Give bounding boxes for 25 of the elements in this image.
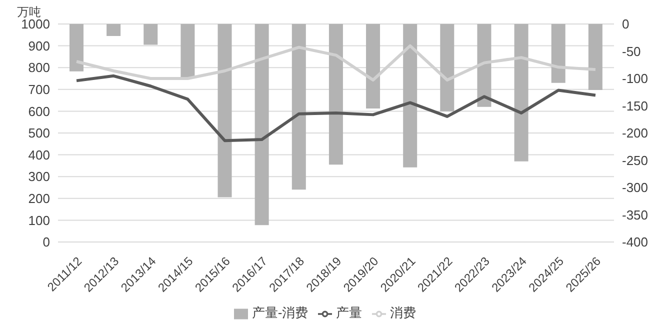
y-tick-label: 1000 bbox=[21, 16, 50, 32]
y2-tick-label: -50 bbox=[622, 44, 641, 59]
y-tick-label: 100 bbox=[28, 212, 50, 228]
y2-tick-label: -100 bbox=[622, 71, 648, 86]
y-tick-label: 200 bbox=[28, 191, 50, 206]
y2-tick-label: -400 bbox=[622, 234, 648, 250]
y2-tick-label: -250 bbox=[622, 152, 648, 168]
y-tick-label: 500 bbox=[28, 126, 50, 141]
y-tick-label: 0 bbox=[42, 234, 50, 250]
y-axis-title: 万吨 bbox=[17, 5, 41, 19]
legend-label: 产量-消费 bbox=[252, 305, 308, 320]
y-tick-label: 800 bbox=[28, 60, 50, 76]
y2-tick-label: 0 bbox=[622, 16, 630, 32]
y2-tick-label: -350 bbox=[622, 207, 648, 222]
y-tick-label: 900 bbox=[28, 38, 50, 54]
y2-tick-label: -150 bbox=[622, 98, 648, 114]
y-tick-label: 300 bbox=[28, 169, 50, 184]
y2-tick-label: -200 bbox=[622, 126, 648, 141]
line-series bbox=[75, 74, 597, 142]
y2-tick-label: -300 bbox=[622, 180, 648, 196]
legend-label: 消费 bbox=[390, 305, 416, 320]
y-tick-label: 700 bbox=[28, 82, 50, 98]
y-tick-label: 600 bbox=[28, 104, 50, 119]
legend-label: 产量 bbox=[336, 305, 362, 320]
y-tick-label: 400 bbox=[28, 147, 50, 162]
